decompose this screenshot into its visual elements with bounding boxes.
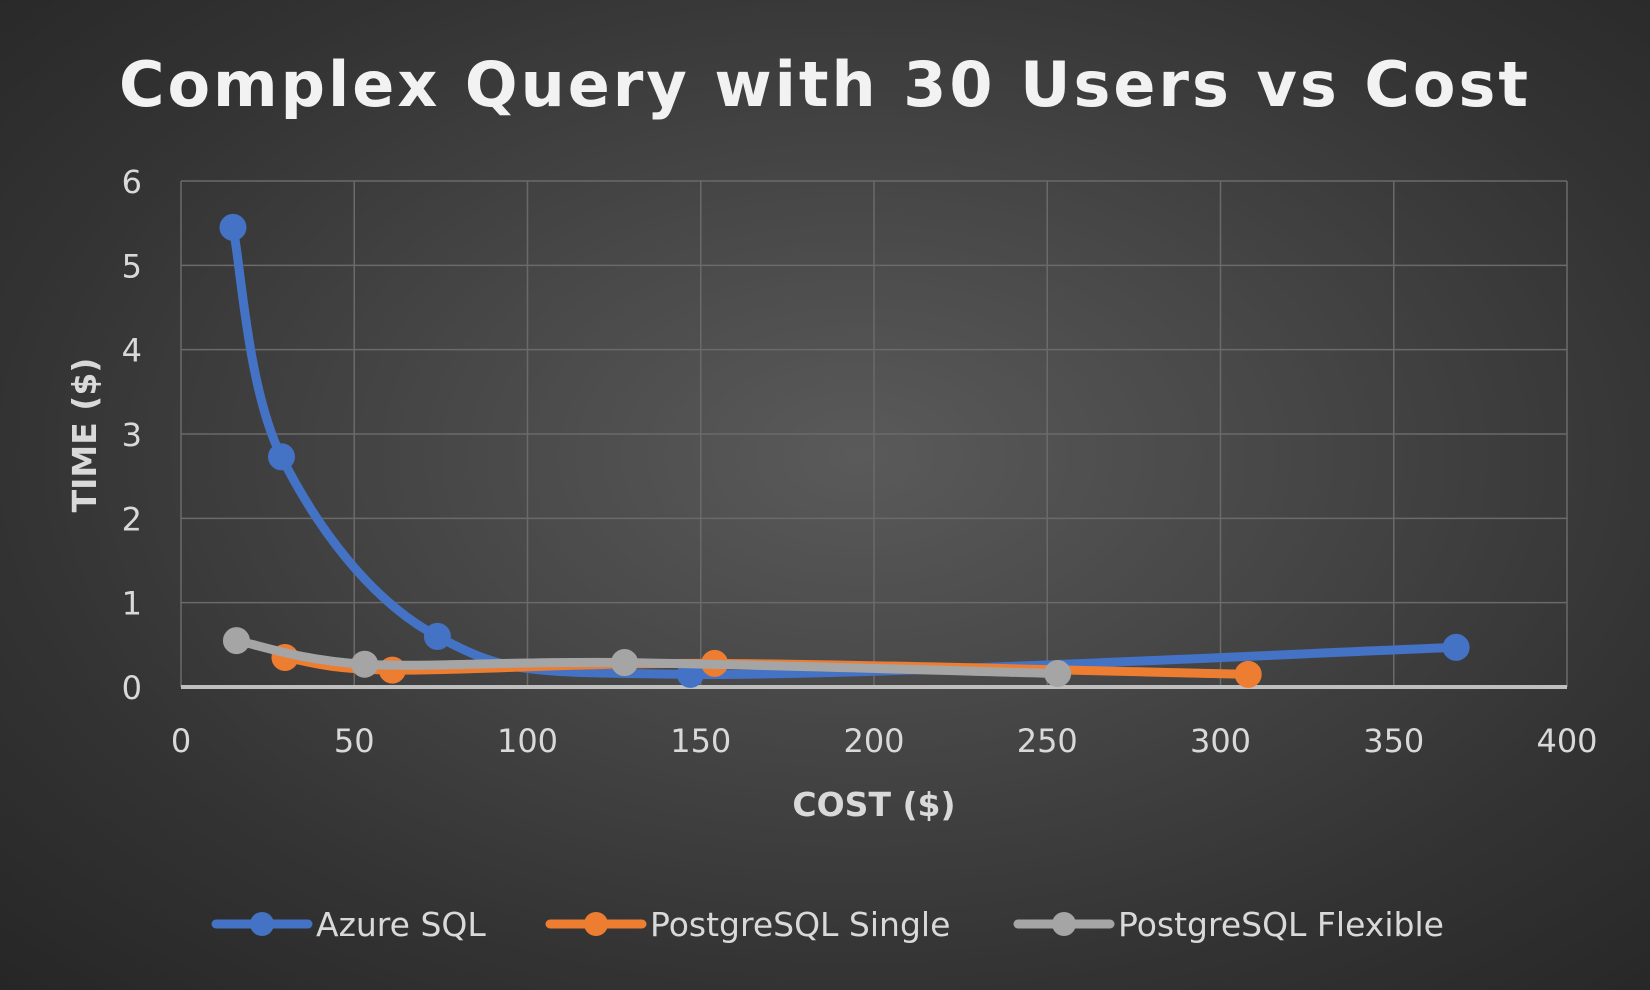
y-tick-label: 3 [122,416,142,454]
y-tick-label: 0 [122,669,142,707]
data-point [222,627,250,655]
y-tick-label: 5 [122,247,142,285]
legend-marker [1052,912,1076,936]
legend-label: Azure SQL [316,905,486,944]
data-point [1442,633,1470,661]
x-tick-label: 400 [1536,722,1597,760]
chart-title: Complex Query with 30 Users vs Cost [119,48,1531,121]
x-tick-label: 150 [670,722,731,760]
x-tick-label: 350 [1363,722,1424,760]
y-tick-label: 1 [122,585,142,623]
legend-entry: PostgreSQL Flexible [1013,905,1444,944]
data-point [611,649,639,677]
y-axis-label: TIME ($) [65,358,104,513]
data-point [1044,660,1072,688]
x-axis-label: COST ($) [792,785,955,824]
y-tick-label: 2 [122,500,142,538]
legend-marker [250,912,274,936]
data-point [267,443,295,471]
data-point [423,622,451,650]
series-0 [219,213,1470,688]
y-tick-label: 4 [122,332,142,370]
legend-label: PostgreSQL Flexible [1118,905,1444,944]
series-2 [222,627,1072,688]
legend-label: PostgreSQL Single [650,905,950,944]
y-tick-label: 6 [122,163,142,201]
series-layer [219,213,1470,688]
x-tick-label: 100 [497,722,558,760]
legend-entry: Azure SQL [211,905,486,944]
legend: Azure SQL PostgreSQL Single PostgreSQL Fle… [211,905,1444,944]
legend-entry: PostgreSQL Single [545,905,950,944]
x-tick-label: 50 [334,722,375,760]
legend-marker [584,912,608,936]
x-tick-label: 250 [1017,722,1078,760]
data-point [351,650,379,678]
series-line [231,636,1063,679]
axes: 0 1 2 3 4 5 6 0 50 100 150 200 250 300 350 400 [122,163,1598,760]
series-line [228,222,1461,679]
data-point [1234,660,1262,688]
x-tick-label: 0 [171,722,191,760]
x-tick-label: 200 [843,722,904,760]
gridlines [180,180,1568,687]
x-tick-label: 300 [1190,722,1251,760]
data-point [219,213,247,241]
